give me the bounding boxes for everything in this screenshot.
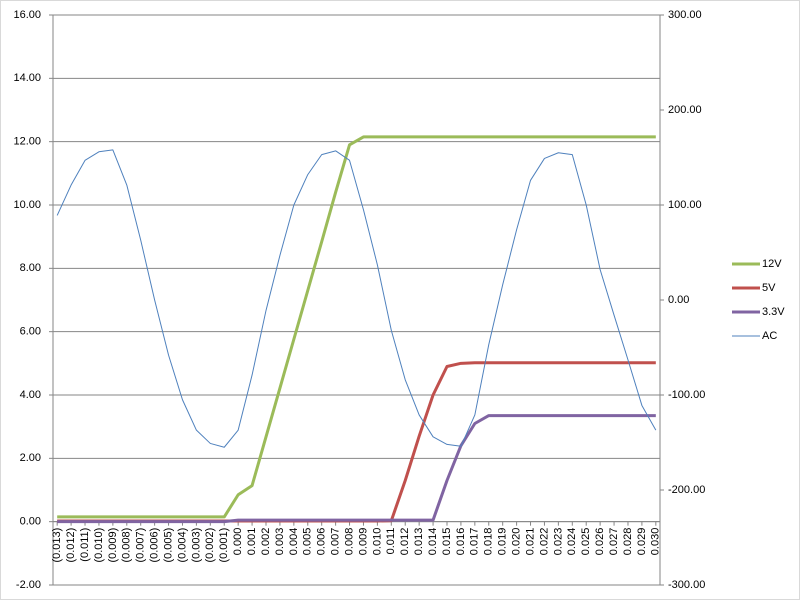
y-tick-label: 16.00: [13, 9, 41, 21]
legend-label: 12V: [762, 258, 782, 270]
x-tick-label: (0.003): [190, 528, 202, 563]
x-tick-label: 0.007: [330, 528, 342, 556]
x-tick-label: (0.008): [121, 528, 133, 563]
x-tick-label: 0.001: [246, 528, 258, 556]
x-tick-label: (0.009): [107, 528, 119, 563]
series-line: [56, 149, 657, 448]
x-tick-label: (0.005): [162, 528, 174, 563]
y-tick-label: 4.00: [20, 389, 41, 401]
y2-tick-label: -100.00: [668, 389, 705, 401]
x-tick-label: 0.015: [441, 528, 453, 556]
legend-label: 3.3V: [762, 306, 785, 318]
x-tick-label: 0.026: [594, 528, 606, 556]
x-tick-label: 0.004: [288, 528, 300, 556]
x-tick-label: (0.013): [51, 528, 63, 563]
x-tick-label: 0.016: [455, 528, 467, 556]
x-tick-label: 0.000: [232, 528, 244, 556]
x-tick-label: (0.004): [176, 528, 188, 563]
x-tick-label: 0.005: [302, 528, 314, 556]
x-tick-label: 0.028: [622, 528, 634, 556]
y-tick-label: 10.00: [13, 199, 41, 211]
y-tick-label: 0.00: [20, 516, 41, 528]
x-tick-label: 0.013: [413, 528, 425, 556]
x-tick-label: 0.011: [385, 528, 397, 555]
y-tick-label: 8.00: [20, 262, 41, 274]
x-tick-label: 0.023: [552, 528, 564, 556]
y2-tick-label: 200.00: [668, 104, 702, 116]
y-tick-label: 2.00: [20, 452, 41, 464]
x-tick-label: 0.019: [497, 528, 509, 556]
x-tick-label: (0.001): [218, 528, 230, 563]
x-tick-label: 0.017: [469, 528, 481, 556]
legend-label: 5V: [762, 282, 776, 294]
x-tick-label: 0.003: [274, 528, 286, 556]
x-tick-label: 0.018: [483, 528, 495, 556]
x-tick-label: (0.006): [149, 528, 161, 563]
x-tick-label: 0.010: [371, 528, 383, 556]
legend-label: AC: [762, 330, 777, 342]
x-tick-label: 0.021: [524, 528, 536, 556]
x-tick-label: (0.010): [93, 528, 105, 563]
x-tick-label: 0.008: [343, 528, 355, 556]
x-tick-label: 0.027: [608, 528, 620, 556]
x-tick-label: (0.002): [204, 528, 216, 563]
x-tick-label: (0.011): [79, 528, 91, 562]
x-tick-label: 0.009: [357, 528, 369, 556]
y2-tick-label: -200.00: [668, 484, 705, 496]
y-tick-label: 12.00: [13, 136, 41, 148]
x-tick-label: 0.022: [538, 528, 550, 556]
x-tick-label: 0.012: [399, 528, 411, 556]
x-tick-label: (0.012): [65, 528, 77, 563]
x-tick-label: 0.020: [511, 528, 523, 556]
y2-tick-label: -300.00: [668, 579, 705, 591]
y2-tick-label: 0.00: [668, 294, 689, 306]
x-tick-label: 0.014: [427, 528, 439, 556]
series-line: [57, 414, 656, 524]
y2-tick-label: 300.00: [668, 9, 702, 21]
x-tick-label: (0.007): [135, 528, 147, 563]
y-tick-label: 14.00: [13, 72, 41, 84]
y-tick-label: 6.00: [20, 326, 41, 338]
x-tick-label: 0.024: [566, 528, 578, 556]
x-tick-label: 0.029: [636, 528, 648, 556]
series-line: [57, 135, 656, 519]
x-tick-label: 0.002: [260, 528, 272, 556]
y2-tick-label: 100.00: [668, 199, 702, 211]
y-tick-label: -2.00: [16, 579, 41, 591]
x-tick-label: 0.025: [580, 528, 592, 556]
x-tick-label: 0.006: [316, 528, 328, 556]
x-tick-label: 0.030: [650, 528, 662, 556]
